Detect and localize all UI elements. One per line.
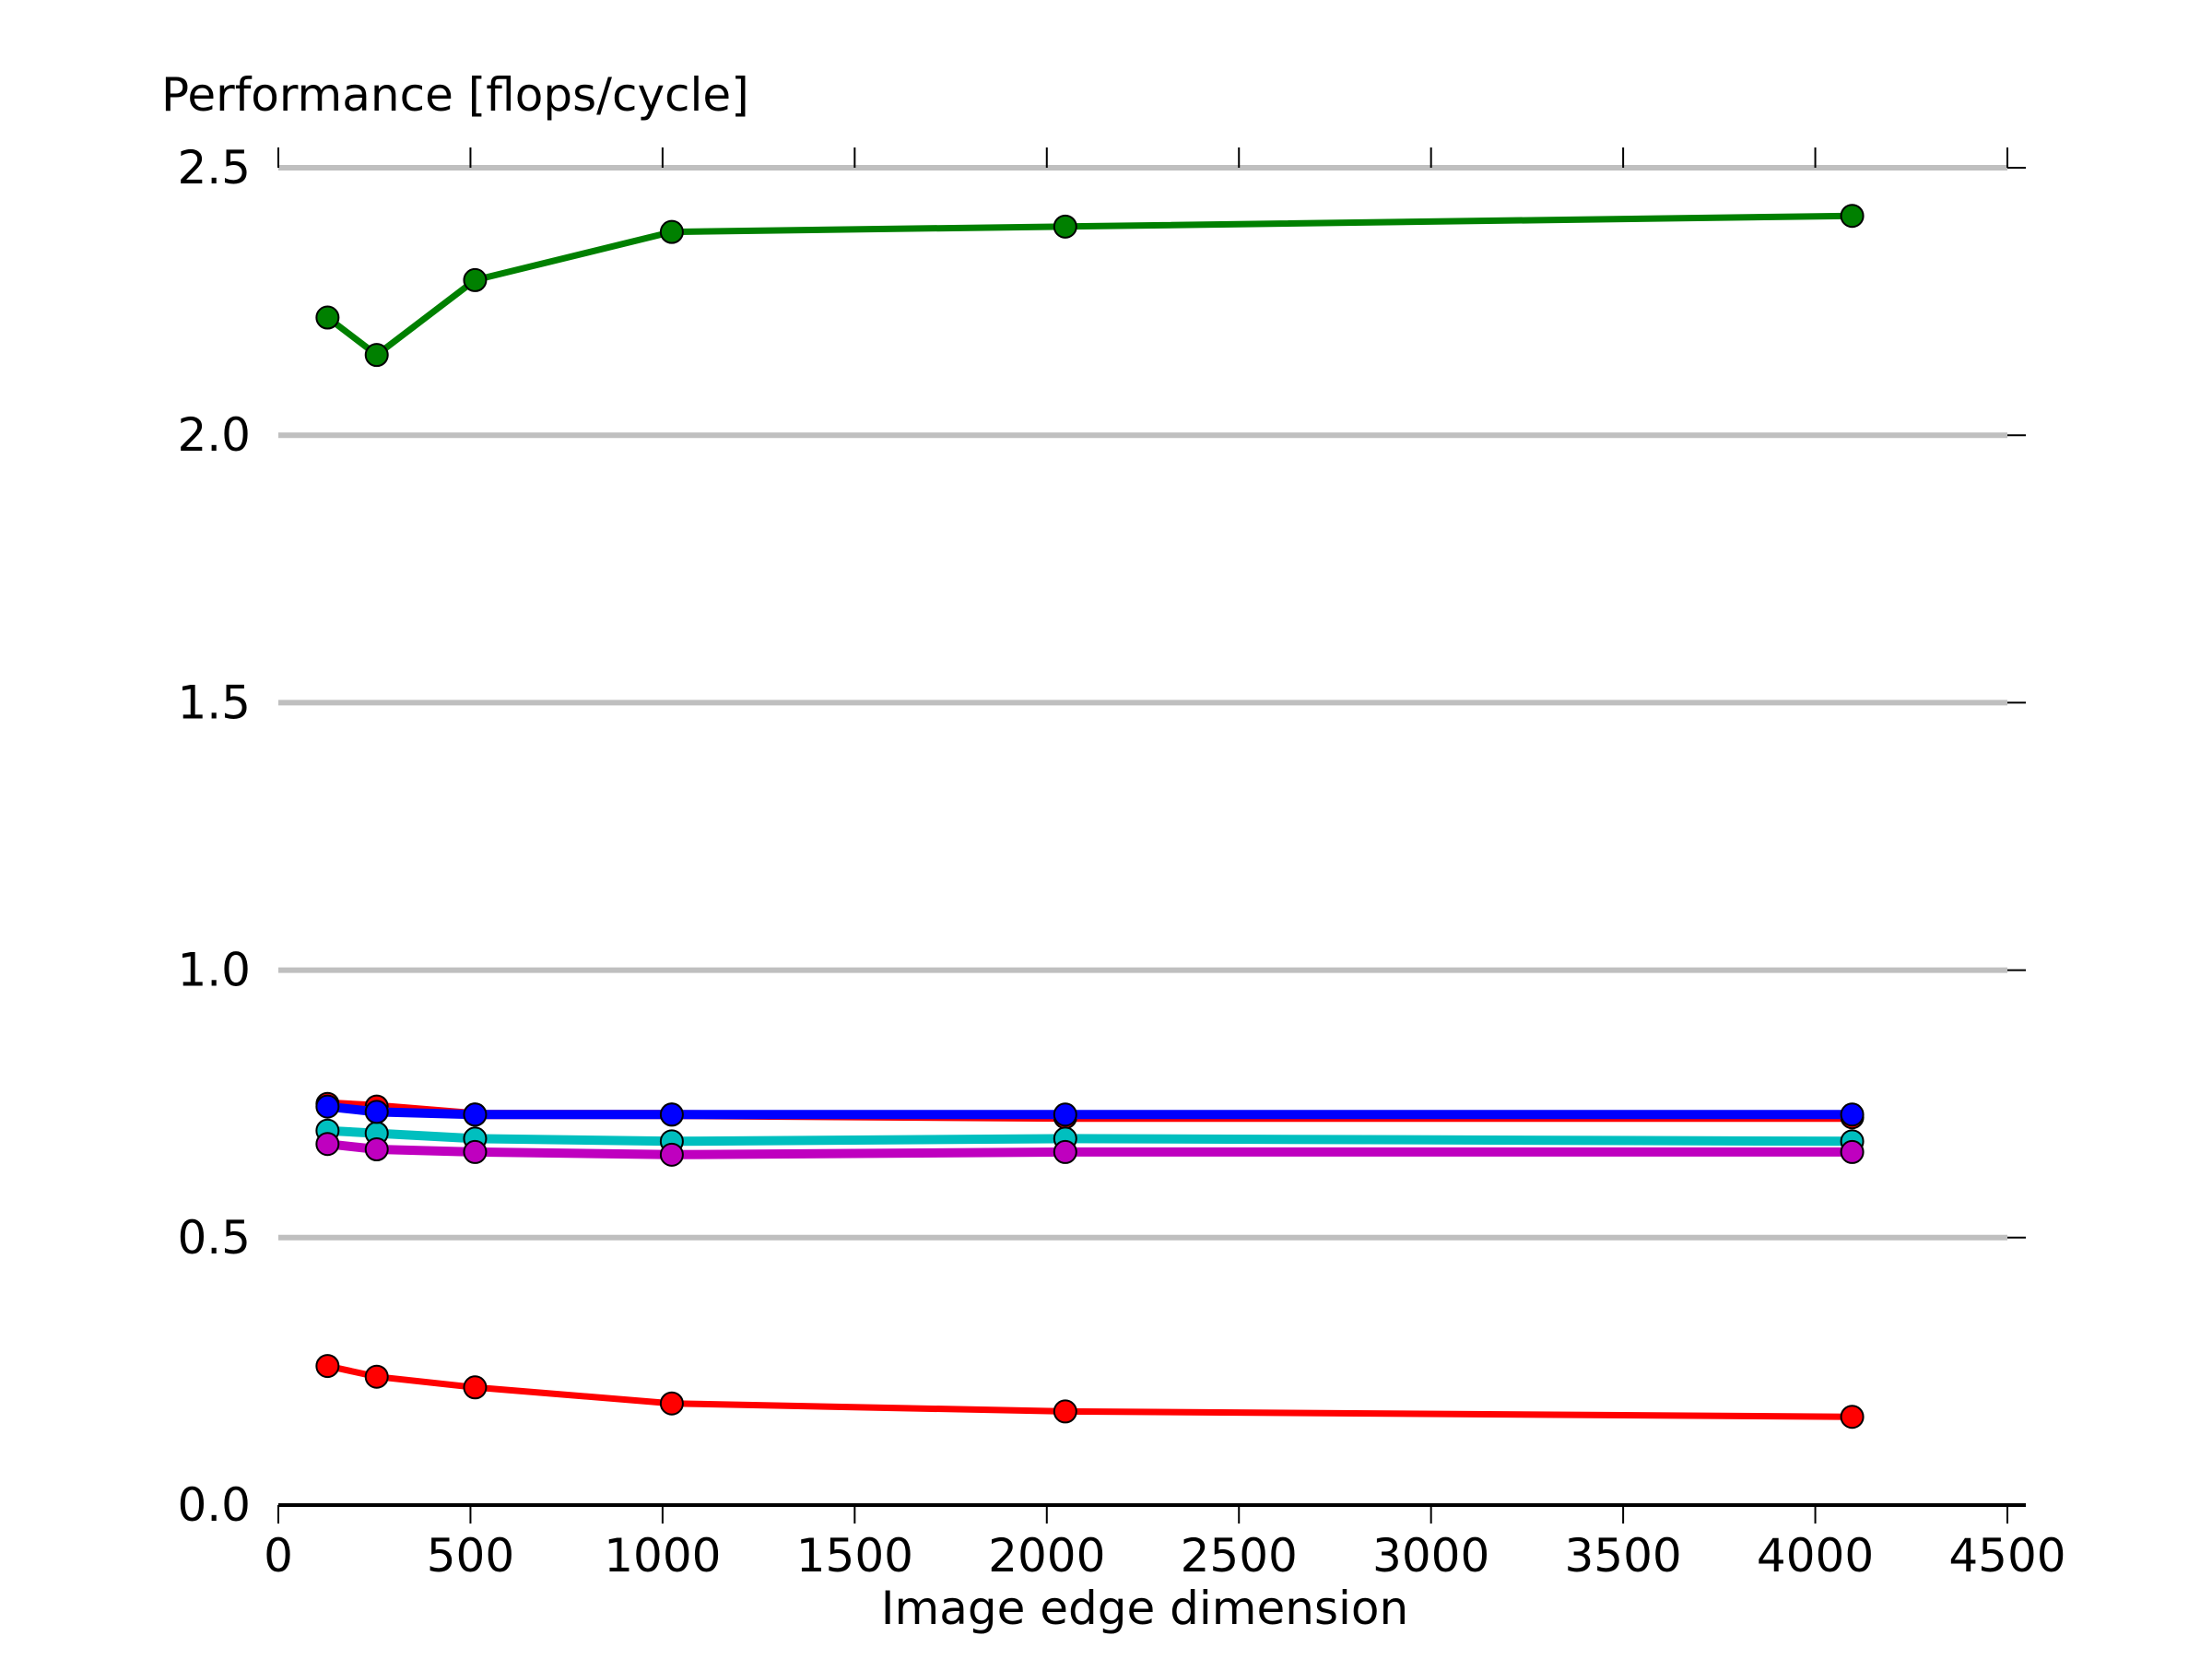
data-point [1840,1139,1865,1164]
data-point [1840,204,1865,229]
data-point [463,1375,488,1400]
series-line [326,1139,1853,1159]
data-point [364,1364,389,1389]
data-point [1053,1102,1077,1127]
data-point [463,1102,488,1127]
series-line [325,212,1853,359]
y-tick-label: 2.0 [177,408,251,462]
series-0 [315,204,1865,368]
data-point [463,267,488,292]
data-series [315,204,1865,1430]
data-point [659,219,684,244]
data-point [315,1094,340,1119]
data-point [364,1100,389,1124]
y-tick-label: 2.5 [177,141,251,194]
data-point [364,343,389,368]
x-tick-label: 0 [264,1529,293,1583]
series-line [326,1362,1853,1420]
data-point [1053,1399,1077,1424]
axes: 0.0 0.5 1.0 1.5 2.0 2.5 0 500 1000 1500 2000 2500 30… [177,141,2065,1583]
x-tick-label: 3500 [1564,1529,1681,1583]
data-point [1053,1139,1077,1164]
data-point [1840,1405,1865,1430]
y-axis-label: Performance [flops/cycle] [161,68,749,122]
y-tick-label: 0.5 [177,1211,251,1265]
x-tick-label: 1500 [796,1529,913,1583]
series-4 [315,1094,1865,1127]
series-5 [315,1354,1865,1430]
y-tick-label: 1.5 [177,676,251,729]
x-tick-label: 2000 [988,1529,1105,1583]
data-point [659,1142,684,1167]
data-point [659,1102,684,1127]
data-point [315,1132,340,1157]
grid-lines [278,165,2007,1241]
x-tick-label: 4000 [1757,1529,1874,1583]
x-axis-label: Image edge dimension [881,1582,1408,1635]
x-tick-label: 1000 [604,1529,721,1583]
x-tick-label: 3000 [1372,1529,1489,1583]
data-point [364,1137,389,1162]
data-point [1840,1102,1865,1127]
x-tick-label: 500 [427,1529,514,1583]
series-line [327,1125,1853,1147]
series-line [326,1101,1853,1120]
data-point [659,1391,684,1416]
data-point [315,305,340,330]
y-tick-label: 1.0 [177,944,251,997]
data-point [1053,214,1077,239]
data-point [315,1354,340,1379]
series-3 [315,1132,1865,1167]
x-tick-label: 4500 [1948,1529,2065,1583]
x-tick-label: 2500 [1181,1529,1298,1583]
data-point [463,1139,488,1164]
y-tick-label: 0.0 [177,1478,251,1532]
